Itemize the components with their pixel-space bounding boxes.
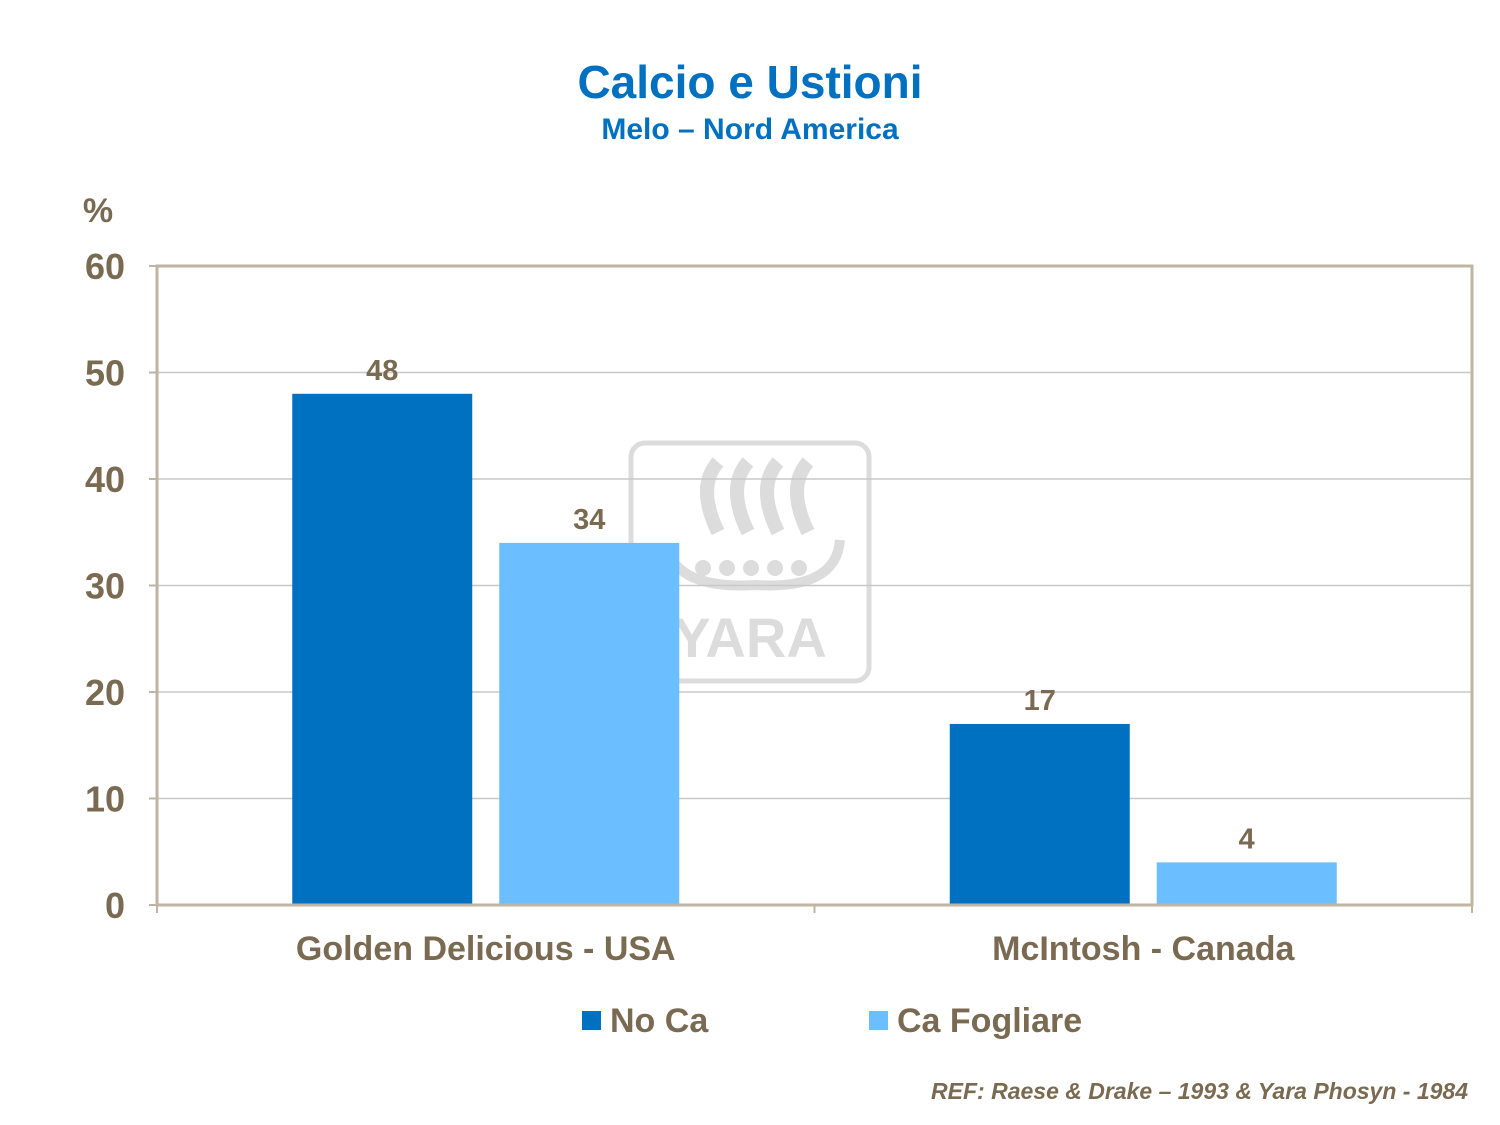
y-axis-label: %	[83, 192, 113, 230]
bar-ca-fogliare	[1156, 862, 1337, 905]
data-label: 4	[1239, 823, 1255, 855]
y-tick-label: 50	[85, 353, 125, 394]
yara-watermark-logo: YARA	[628, 440, 872, 684]
y-tick-label: 60	[85, 246, 125, 287]
legend-label: No Ca	[610, 1002, 709, 1040]
x-tick-label: Golden Delicious - USA	[296, 930, 676, 968]
reference-note: REF: Raese & Drake – 1993 & Yara Phosyn …	[931, 1078, 1468, 1104]
chart-title: Calcio e Ustioni	[577, 56, 923, 108]
legend-label: Ca Fogliare	[897, 1002, 1082, 1040]
chart-subtitle: Melo – Nord America	[601, 113, 899, 146]
data-label: 48	[366, 355, 398, 387]
bar-no-ca	[292, 393, 473, 905]
y-tick-label: 30	[85, 566, 125, 607]
y-tick-label: 10	[85, 779, 125, 820]
legend-swatch	[869, 1011, 888, 1030]
watermark-text: YARA	[673, 606, 827, 669]
legend-swatch	[582, 1011, 601, 1030]
y-tick-label: 40	[85, 459, 125, 500]
y-tick-label: 0	[105, 885, 125, 926]
bar-no-ca	[949, 723, 1130, 905]
y-tick-label: 20	[85, 672, 125, 713]
data-label: 17	[1024, 685, 1056, 717]
data-label: 34	[573, 504, 605, 536]
x-tick-label: McIntosh - Canada	[992, 930, 1295, 968]
bar-ca-fogliare	[499, 542, 680, 905]
